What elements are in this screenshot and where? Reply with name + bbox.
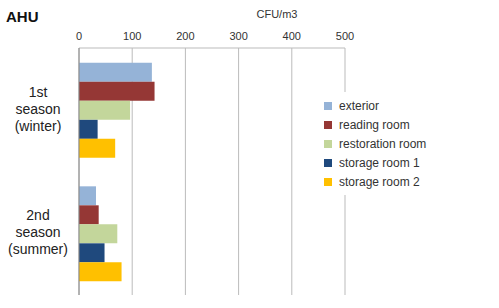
svg-text:100: 100 bbox=[123, 30, 141, 42]
html-text:restoration room: restoration room bbox=[339, 136, 427, 151]
html-text:reading room: reading room bbox=[339, 117, 410, 132]
svg-text:500: 500 bbox=[336, 30, 354, 42]
html-text:CFU/m3: CFU/m3 bbox=[256, 8, 298, 20]
svg-text:0: 0 bbox=[76, 30, 82, 42]
html-text:storage room 1: storage room 1 bbox=[339, 155, 420, 170]
svg-text:200: 200 bbox=[176, 30, 194, 42]
html-text:AHU: AHU bbox=[6, 8, 39, 25]
svg-text:400: 400 bbox=[283, 30, 301, 42]
svg-text:300: 300 bbox=[229, 30, 247, 42]
svg-text:1stseason(winter): 1stseason(winter) bbox=[15, 83, 62, 133]
html-text:storage room 2: storage room 2 bbox=[339, 174, 420, 189]
html-text:exterior: exterior bbox=[339, 98, 379, 113]
svg-text:2ndseason(summer): 2ndseason(summer) bbox=[8, 207, 68, 257]
